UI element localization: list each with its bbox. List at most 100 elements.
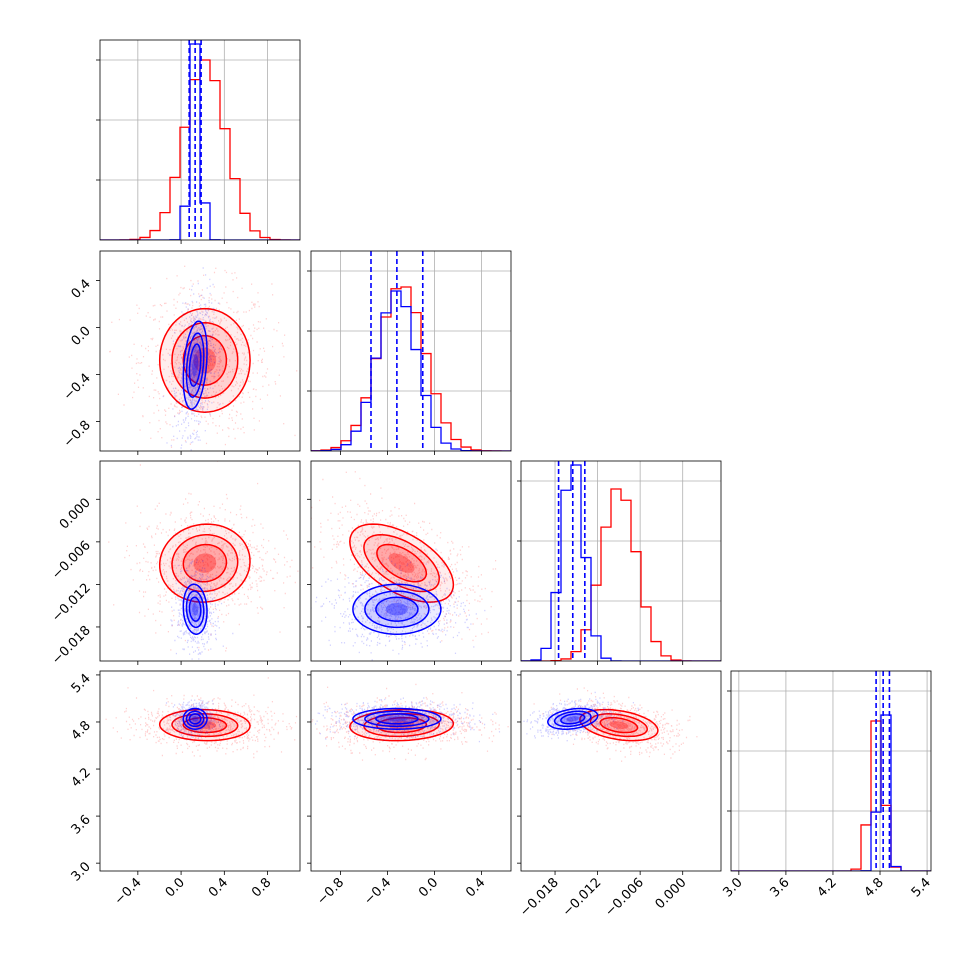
density-fill-0-0 <box>579 709 658 741</box>
density-fill-1-1 <box>364 591 429 628</box>
density-fill-1-0 <box>547 708 598 730</box>
density-fill-1-3 <box>192 603 199 616</box>
panel-content <box>523 687 698 762</box>
panel-content <box>105 677 298 759</box>
hist-background <box>311 251 511 451</box>
y-tick-label-3-0: 3.0 <box>69 859 94 884</box>
x-tick-label-2-2: −0.006 <box>602 875 647 920</box>
x-tick-label-2-0: −0.018 <box>517 875 562 920</box>
scatter-panel-1-0 <box>99 250 301 452</box>
panel-content <box>311 471 511 661</box>
panel-frame <box>520 670 722 872</box>
y-tick-label-1-0: −0.8 <box>61 418 94 451</box>
hist-frame <box>520 460 722 662</box>
y-tick-label-3-4: 5.4 <box>69 671 94 696</box>
contour-1-2 <box>560 713 586 725</box>
x-tick-label-3-1: 3.6 <box>767 875 792 900</box>
x-tick-label-2-3: 0.000 <box>653 875 690 912</box>
panel-background <box>100 461 300 661</box>
contour-1-1 <box>185 590 205 629</box>
density-fill-0-1 <box>363 534 440 592</box>
scatter-points-0 <box>108 461 299 652</box>
y-tick-label-1-3: 0.4 <box>69 277 94 302</box>
contour-0-1 <box>171 534 239 593</box>
contour-0-0 <box>579 708 659 742</box>
y-tick-label-3-3: 4.8 <box>69 718 94 743</box>
density-fill-0-0 <box>349 524 454 603</box>
contour-1-0 <box>182 320 208 410</box>
density-fill-0-2 <box>183 544 227 582</box>
scatter-panel-3-0 <box>99 670 301 872</box>
density-fill-1-3 <box>385 603 408 616</box>
density-fill-0-1 <box>172 534 238 592</box>
contour-1-2 <box>375 713 419 725</box>
contour-0-0 <box>158 307 251 413</box>
panel-frame <box>99 250 301 452</box>
hist-frame <box>730 670 932 872</box>
contour-0-2 <box>182 716 228 734</box>
panel-frame <box>310 460 512 662</box>
y-tick-label-2-0: −0.018 <box>49 623 94 668</box>
scatter-panel-2-1 <box>310 460 512 662</box>
contour-1-1 <box>364 710 430 728</box>
x-tick-label-1-3: 0.4 <box>463 875 488 900</box>
contour-1-0 <box>182 707 208 730</box>
x-tick-label-0-3: 0.8 <box>249 875 274 900</box>
panel-background <box>521 671 721 871</box>
scatter-panel-3-1 <box>310 670 512 872</box>
contour-1-1 <box>553 710 592 728</box>
hist-panel-0 <box>96 39 301 241</box>
x-tick-label-0-0: −0.4 <box>112 875 145 908</box>
x-tick-label-3-3: 4.8 <box>862 875 887 900</box>
x-tick-label-0-2: 0.4 <box>206 875 231 900</box>
contour-0-0 <box>158 523 251 603</box>
density-fill-1-2 <box>189 713 201 724</box>
density-fill-1-3 <box>385 716 408 722</box>
panel-frame <box>99 670 301 872</box>
hist-series-1 <box>100 43 300 240</box>
density-fill-1-2 <box>189 344 201 387</box>
contour-1-1 <box>185 332 205 398</box>
contour-1-1 <box>364 590 430 629</box>
y-tick-label-2-2: −0.006 <box>49 538 94 583</box>
density-fill-0-0 <box>159 308 251 413</box>
density-fill-1-3 <box>192 716 199 722</box>
contour-0-2 <box>376 543 428 583</box>
panel-content <box>108 461 299 660</box>
hist-series-1 <box>521 464 721 661</box>
hist-panel-1 <box>307 250 512 452</box>
hist-background <box>731 671 931 871</box>
scatter-panel-3-2 <box>520 670 722 872</box>
contour-0-1 <box>363 534 440 593</box>
density-fill-0-1 <box>172 322 238 399</box>
contour-0-0 <box>158 708 251 742</box>
density-fill-1-3 <box>566 716 579 722</box>
x-tick-label-1-1: −0.4 <box>361 875 394 908</box>
contour-0-0 <box>349 523 455 603</box>
contour-1-0 <box>182 583 208 635</box>
panel-frame <box>310 670 512 872</box>
scatter-panel-2-0 <box>99 460 301 662</box>
y-tick-label-2-1: −0.012 <box>49 581 94 626</box>
contour-1-2 <box>375 596 419 622</box>
contour-0-2 <box>182 543 228 583</box>
x-tick-label-1-0: −0.8 <box>314 875 347 908</box>
contour-1-2 <box>188 343 202 387</box>
x-tick-label-3-2: 4.2 <box>815 875 840 900</box>
contour-0-0 <box>349 708 455 742</box>
density-fill-1-0 <box>183 321 207 410</box>
density-fill-0-3 <box>388 553 415 573</box>
x-tick-label-3-0: 3.0 <box>720 875 745 900</box>
y-tick-label-1-1: −0.4 <box>61 371 94 404</box>
contour-0-1 <box>171 322 239 399</box>
y-tick-label-2-3: 0.000 <box>57 496 94 533</box>
density-fill-1-2 <box>560 713 585 724</box>
panel-frame <box>99 460 301 662</box>
density-fill-1-2 <box>189 597 201 622</box>
density-fill-0-1 <box>590 713 648 737</box>
contour-1-0 <box>352 707 442 730</box>
density-fill-0-2 <box>376 544 427 582</box>
y-tick-label-3-2: 4.2 <box>69 765 94 790</box>
x-tick-label-0-1: 0.0 <box>163 875 188 900</box>
